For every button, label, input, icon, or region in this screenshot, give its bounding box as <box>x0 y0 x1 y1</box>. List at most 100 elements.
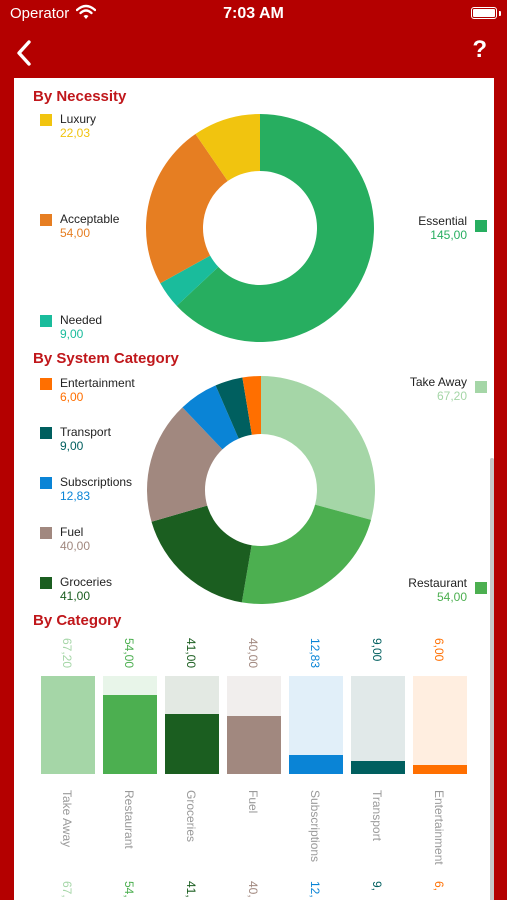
bar-footer-value: 40, <box>246 881 260 898</box>
legend-value: 9,00 <box>60 327 84 341</box>
bar-category-label: Transport <box>370 790 384 841</box>
legend-swatch <box>40 577 52 589</box>
bar-footer-value: 12, <box>308 881 322 898</box>
legend-label: Needed <box>60 313 103 327</box>
legend-value: 41,00 <box>60 589 91 603</box>
bar-fuel <box>227 716 281 774</box>
bar-value-label: 40,00 <box>246 638 260 669</box>
donut-slice-needed <box>160 255 219 306</box>
bar-value-label: 54,00 <box>122 638 136 669</box>
carrier-label: Operator <box>10 5 70 22</box>
nav-bar: ? <box>0 30 507 78</box>
donut-slice-entertainment <box>242 376 261 435</box>
scrollbar[interactable] <box>490 458 494 900</box>
donut-slice-luxury <box>195 114 260 182</box>
bar-restaurant <box>103 695 157 774</box>
bar-value-label: 67,20 <box>60 638 74 669</box>
legend-swatch <box>40 477 52 489</box>
report-card: By Necessity Luxury 22,03 Acceptable 54,… <box>14 78 494 900</box>
bar-value-label: 12,83 <box>308 638 322 669</box>
bar-category-label: Fuel <box>246 790 260 814</box>
donut-slice-subscriptions <box>182 385 239 450</box>
bar-subscriptions <box>289 755 343 774</box>
legend-label: Fuel <box>60 525 84 539</box>
bar-footer-value: 67, <box>60 881 74 898</box>
bar-groceries <box>165 714 219 774</box>
legend-value: 40,00 <box>60 539 91 553</box>
bar-track <box>351 676 405 774</box>
legend-swatch <box>475 381 487 393</box>
donut-slice-transport <box>215 377 252 439</box>
legend-swatch <box>40 114 52 126</box>
legend-value: 67,20 <box>436 389 467 403</box>
legend-label: Acceptable <box>60 212 120 226</box>
bar-footer-value: 6, <box>432 881 446 892</box>
legend-value: 9,00 <box>60 439 84 453</box>
legend-swatch <box>40 315 52 327</box>
donut-slice-take-away <box>261 376 375 520</box>
legend-label: Entertainment <box>60 376 135 390</box>
bar-category-label: Subscriptions <box>308 790 322 863</box>
legend-label: Take Away <box>409 375 467 389</box>
help-button[interactable]: ? <box>472 36 487 63</box>
bar-value-label: 9,00 <box>370 638 384 662</box>
legend-label: Subscriptions <box>60 475 133 489</box>
legend-take-away: Take Away 67,20 <box>409 375 487 403</box>
bar-take-away <box>41 676 95 774</box>
bar-track <box>227 676 281 774</box>
legend-swatch <box>475 220 487 232</box>
legend-label: Luxury <box>60 112 97 126</box>
legend-value: 54,00 <box>436 590 467 604</box>
legend-swatch <box>40 214 52 226</box>
wifi-icon <box>75 4 97 25</box>
system-category-title: By System Category <box>33 350 179 367</box>
bar-value-label: 6,00 <box>432 638 446 662</box>
bar-value-label: 41,00 <box>184 638 198 669</box>
bar-track <box>289 676 343 774</box>
bar-footer-value: 54, <box>122 881 136 898</box>
legend-value: 54,00 <box>60 226 91 240</box>
legend-label: Restaurant <box>408 576 467 590</box>
legend-groceries: Groceries 41,00 <box>40 575 113 603</box>
bar-category-label: Entertainment <box>432 790 446 865</box>
bar-footer-value: 9, <box>370 881 384 892</box>
bar-track <box>41 676 95 774</box>
legend-value: 22,03 <box>60 126 91 140</box>
battery-tip-icon <box>499 11 501 16</box>
legend-entertainment: Entertainment 6,00 <box>40 376 135 404</box>
status-bar: Operator 7:03 AM <box>0 0 507 30</box>
legend-value: 12,83 <box>60 489 91 503</box>
legend-acceptable: Acceptable 54,00 <box>40 212 120 240</box>
system-category-donut-chart <box>147 376 375 604</box>
legend-label: Groceries <box>60 575 113 589</box>
legend-swatch <box>40 527 52 539</box>
necessity-title: By Necessity <box>33 88 127 105</box>
legend-value: 145,00 <box>430 228 467 242</box>
chevron-left-icon[interactable] <box>12 38 40 68</box>
legend-swatch <box>475 582 487 594</box>
status-time: 7:03 AM <box>223 5 284 22</box>
legend-needed: Needed 9,00 <box>40 313 103 341</box>
bar-track <box>165 676 219 774</box>
legend-label: Transport <box>60 425 111 439</box>
legend-label: Essential <box>418 214 467 228</box>
bar-category-label: Groceries <box>184 790 198 843</box>
donut-slice-acceptable <box>146 134 228 284</box>
legend-essential: Essential 145,00 <box>418 214 487 242</box>
legend-transport: Transport 9,00 <box>40 425 111 453</box>
legend-luxury: Luxury 22,03 <box>40 112 97 140</box>
donut-slice-groceries <box>151 505 252 603</box>
battery-icon <box>471 7 497 19</box>
bar-entertainment <box>413 765 467 774</box>
bar-transport <box>351 761 405 774</box>
legend-subscriptions: Subscriptions 12,83 <box>40 475 133 503</box>
donut-slice-restaurant <box>241 504 372 604</box>
donut-slice-essential <box>176 114 374 342</box>
legend-swatch <box>40 427 52 439</box>
bar-category-label: Restaurant <box>122 790 136 849</box>
bar-footer-value: 41, <box>184 881 198 898</box>
legend-value: 6,00 <box>60 390 84 404</box>
legend-swatch <box>40 378 52 390</box>
bar-track <box>103 676 157 774</box>
bar-track <box>413 676 467 774</box>
